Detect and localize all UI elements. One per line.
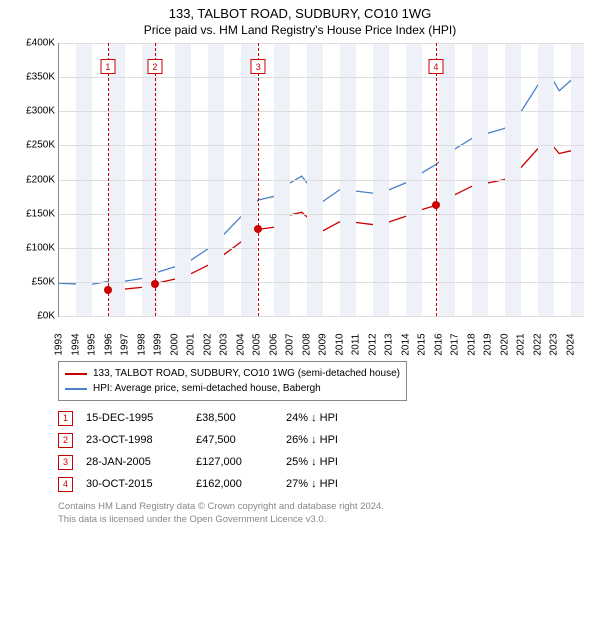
sale-marker-box: 2 [147, 59, 162, 74]
legend-swatch-property [65, 373, 87, 375]
sales-row-num: 3 [58, 455, 73, 470]
page-title: 133, TALBOT ROAD, SUDBURY, CO10 1WG [10, 6, 590, 21]
sales-row: 2 23-OCT-1998£47,50026% ↓ HPI [58, 429, 590, 451]
footer-line-1: Contains HM Land Registry data © Crown c… [58, 501, 590, 514]
x-axis-label: 2022 [532, 333, 543, 355]
sales-row-price: £38,500 [196, 412, 286, 424]
gridline [59, 180, 584, 181]
sale-marker-box: 1 [100, 59, 115, 74]
x-axis-label: 2009 [318, 333, 329, 355]
gridline [59, 316, 584, 317]
sales-row-hpi-delta: 24% ↓ HPI [286, 412, 386, 424]
x-axis-label: 2008 [301, 333, 312, 355]
x-axis-label: 1996 [103, 333, 114, 355]
sales-row-price: £47,500 [196, 434, 286, 446]
plot-area: £0K£50K£100K£150K£200K£250K£300K£350K£40… [58, 43, 584, 317]
x-axis-label: 2002 [202, 333, 213, 355]
sales-row-date: 23-OCT-1998 [86, 434, 196, 446]
x-axis-label: 2012 [367, 333, 378, 355]
sales-row-date: 28-JAN-2005 [86, 456, 196, 468]
x-axis-label: 2017 [450, 333, 461, 355]
sales-row-hpi-delta: 27% ↓ HPI [286, 478, 386, 490]
y-axis-label: £200K [11, 174, 55, 185]
x-axis-label: 2021 [516, 333, 527, 355]
x-axis-label: 1995 [87, 333, 98, 355]
x-axis-label: 1998 [136, 333, 147, 355]
chart-container: 133, TALBOT ROAD, SUDBURY, CO10 1WG Pric… [0, 0, 600, 620]
x-axis-label: 2013 [384, 333, 395, 355]
sale-marker-box: 4 [428, 59, 443, 74]
gridline [59, 43, 584, 44]
footer-line-2: This data is licensed under the Open Gov… [58, 514, 590, 527]
sales-row-num: 2 [58, 433, 73, 448]
x-axis-label: 2016 [433, 333, 444, 355]
x-axis-label: 1994 [70, 333, 81, 355]
x-axis-label: 2001 [186, 333, 197, 355]
x-axis-label: 2020 [499, 333, 510, 355]
x-axis-label: 2004 [235, 333, 246, 355]
chart-area: £0K£50K£100K£150K£200K£250K£300K£350K£40… [10, 43, 590, 353]
sales-row-num: 4 [58, 477, 73, 492]
x-axis-label: 1993 [54, 333, 65, 355]
x-axis-label: 2014 [400, 333, 411, 355]
y-axis-label: £0K [11, 311, 55, 322]
x-axis-label: 2015 [417, 333, 428, 355]
legend-label-property: 133, TALBOT ROAD, SUDBURY, CO10 1WG (sem… [93, 366, 400, 381]
x-axis-label: 2011 [351, 334, 362, 356]
gridline [59, 77, 584, 78]
x-axis-label: 2000 [169, 333, 180, 355]
gridline [59, 282, 584, 283]
sale-marker-dot [432, 201, 440, 209]
legend-label-hpi: HPI: Average price, semi-detached house,… [93, 381, 321, 396]
footer: Contains HM Land Registry data © Crown c… [58, 501, 590, 527]
legend-item-hpi: HPI: Average price, semi-detached house,… [65, 381, 400, 396]
y-axis-label: £300K [11, 106, 55, 117]
sales-row-price: £127,000 [196, 456, 286, 468]
sales-row: 1 15-DEC-1995£38,50024% ↓ HPI [58, 407, 590, 429]
sales-row: 3 28-JAN-2005£127,00025% ↓ HPI [58, 451, 590, 473]
x-axis-label: 2018 [466, 333, 477, 355]
sale-marker-vline [436, 43, 437, 316]
x-axis-label: 2003 [219, 333, 230, 355]
page-subtitle: Price paid vs. HM Land Registry's House … [10, 23, 590, 37]
y-axis-label: £350K [11, 72, 55, 83]
legend-swatch-hpi [65, 388, 87, 390]
sales-table: 1 15-DEC-1995£38,50024% ↓ HPI 2 23-OCT-1998… [58, 407, 590, 495]
sales-row-num: 1 [58, 411, 73, 426]
title-block: 133, TALBOT ROAD, SUDBURY, CO10 1WG Pric… [10, 6, 590, 37]
x-axis-label: 2019 [483, 333, 494, 355]
sale-marker-vline [108, 43, 109, 316]
legend-item-property: 133, TALBOT ROAD, SUDBURY, CO10 1WG (sem… [65, 366, 400, 381]
gridline [59, 145, 584, 146]
sale-marker-vline [155, 43, 156, 316]
gridline [59, 248, 584, 249]
sales-row: 4 30-OCT-2015£162,00027% ↓ HPI [58, 473, 590, 495]
y-axis-label: £50K [11, 276, 55, 287]
x-axis-label: 1997 [120, 333, 131, 355]
sales-row-date: 30-OCT-2015 [86, 478, 196, 490]
sales-row-hpi-delta: 25% ↓ HPI [286, 456, 386, 468]
gridline [59, 214, 584, 215]
x-axis-label: 2024 [565, 333, 576, 355]
gridline [59, 111, 584, 112]
y-axis-label: £100K [11, 242, 55, 253]
sale-marker-box: 3 [251, 59, 266, 74]
sale-marker-dot [254, 225, 262, 233]
sale-marker-dot [104, 286, 112, 294]
y-axis-label: £400K [11, 38, 55, 49]
x-axis-label: 1999 [153, 333, 164, 355]
sales-row-hpi-delta: 26% ↓ HPI [286, 434, 386, 446]
x-axis-label: 2006 [268, 333, 279, 355]
x-axis-label: 2007 [285, 333, 296, 355]
x-axis-label: 2023 [549, 333, 560, 355]
sale-marker-dot [151, 280, 159, 288]
x-axis-label: 2010 [334, 333, 345, 355]
y-axis-label: £250K [11, 140, 55, 151]
legend: 133, TALBOT ROAD, SUDBURY, CO10 1WG (sem… [58, 361, 407, 401]
x-axis-label: 2005 [252, 333, 263, 355]
sales-row-price: £162,000 [196, 478, 286, 490]
sales-row-date: 15-DEC-1995 [86, 412, 196, 424]
y-axis-label: £150K [11, 208, 55, 219]
sale-marker-vline [258, 43, 259, 316]
